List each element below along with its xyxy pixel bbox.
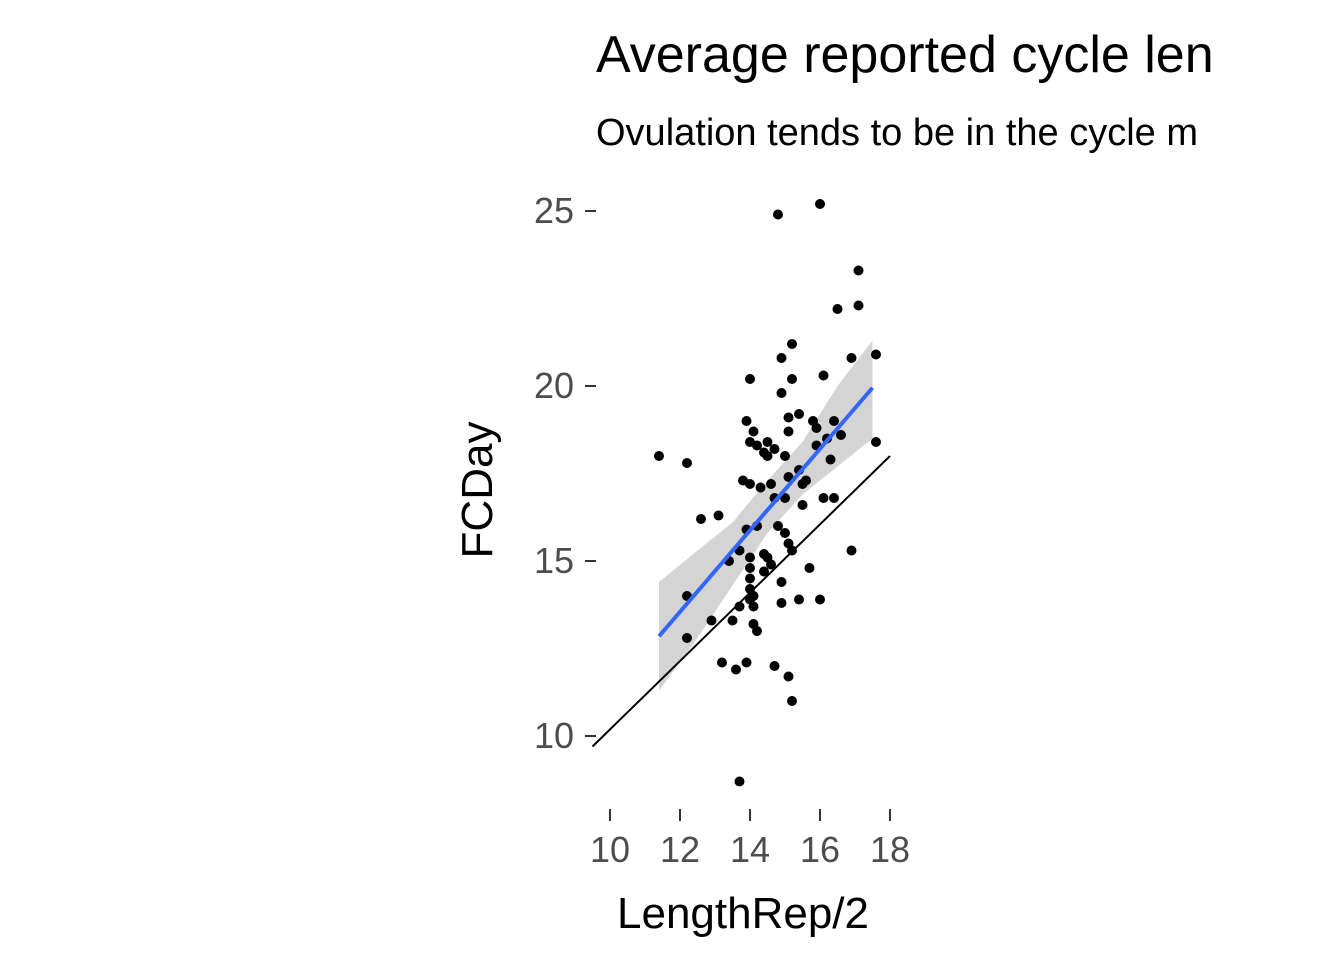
- data-point: [780, 528, 790, 538]
- chart-title: Average reported cycle len: [596, 26, 1214, 84]
- x-tick-label: 10: [590, 829, 630, 870]
- x-axis-title: LengthRep/2: [617, 889, 869, 938]
- data-point: [794, 409, 804, 419]
- data-point: [734, 601, 745, 612]
- data-point: [811, 423, 822, 433]
- x-tick-label: 12: [660, 829, 700, 870]
- data-point: [755, 482, 766, 493]
- data-point: [682, 458, 692, 468]
- fit-line: [657, 386, 875, 638]
- data-point: [682, 633, 692, 643]
- data-point: [787, 374, 797, 384]
- reference-line: [591, 455, 891, 748]
- data-point: [762, 437, 773, 447]
- y-tick-label: 10: [534, 715, 574, 756]
- data-point: [752, 626, 762, 636]
- y-axis: 10 15 20 25: [534, 190, 596, 756]
- y-axis-title: FCDay: [453, 422, 502, 559]
- data-point: [853, 265, 864, 276]
- x-axis: 10 12 14 16 18: [590, 809, 910, 870]
- data-point: [759, 566, 769, 577]
- data-point: [748, 601, 759, 612]
- data-point: [745, 374, 755, 384]
- y-tick-label: 25: [534, 190, 574, 231]
- data-point: [776, 388, 787, 398]
- data-point: [818, 493, 829, 503]
- data-point: [734, 776, 745, 787]
- data-point: [741, 657, 752, 668]
- data-point: [787, 545, 797, 556]
- data-point: [846, 353, 857, 363]
- data-point: [727, 615, 738, 626]
- data-point: [752, 440, 762, 451]
- chart-subtitle: Ovulation tends to be in the cycle m: [596, 112, 1198, 154]
- data-point: [776, 353, 787, 363]
- data-point: [846, 545, 857, 556]
- data-point: [815, 199, 825, 209]
- data-point: [748, 426, 759, 437]
- data-point: [776, 598, 787, 608]
- data-point: [776, 577, 787, 587]
- data-point: [871, 349, 881, 360]
- data-point: [801, 475, 811, 486]
- data-point: [787, 339, 797, 349]
- data-point: [717, 657, 727, 668]
- plot-area: [591, 199, 891, 787]
- data-point: [769, 661, 780, 671]
- data-point: [797, 500, 808, 510]
- data-point: [783, 412, 794, 423]
- data-point: [773, 521, 783, 531]
- data-point: [745, 563, 755, 573]
- data-point: [829, 416, 839, 426]
- data-point: [787, 696, 797, 706]
- data-point: [713, 510, 724, 521]
- data-point: [794, 594, 804, 605]
- data-point: [783, 671, 794, 682]
- data-point: [783, 472, 794, 482]
- data-point: [766, 559, 776, 570]
- data-point: [853, 300, 864, 311]
- data-point: [783, 426, 794, 437]
- data-point: [745, 552, 755, 563]
- x-tick-label: 18: [870, 829, 910, 870]
- data-point: [731, 664, 741, 675]
- data-point: [654, 451, 664, 461]
- data-point: [836, 430, 846, 440]
- data-point: [762, 451, 773, 461]
- data-point: [815, 594, 825, 605]
- x-tick-label: 14: [730, 829, 770, 870]
- data-point: [745, 479, 755, 489]
- data-point: [871, 437, 881, 447]
- data-point: [706, 615, 717, 626]
- data-point: [804, 563, 815, 573]
- y-tick-label: 15: [534, 540, 574, 581]
- data-point: [773, 209, 783, 220]
- data-point: [769, 444, 780, 454]
- data-point: [780, 451, 790, 461]
- data-point: [766, 479, 776, 489]
- data-point: [741, 416, 752, 426]
- data-point: [818, 370, 829, 381]
- data-point: [832, 304, 843, 314]
- data-point: [825, 454, 836, 465]
- data-point: [748, 591, 759, 601]
- data-point: [696, 514, 706, 524]
- data-point: [829, 493, 839, 503]
- x-tick-label: 16: [800, 829, 840, 870]
- data-point: [745, 573, 755, 584]
- y-tick-label: 20: [534, 365, 574, 406]
